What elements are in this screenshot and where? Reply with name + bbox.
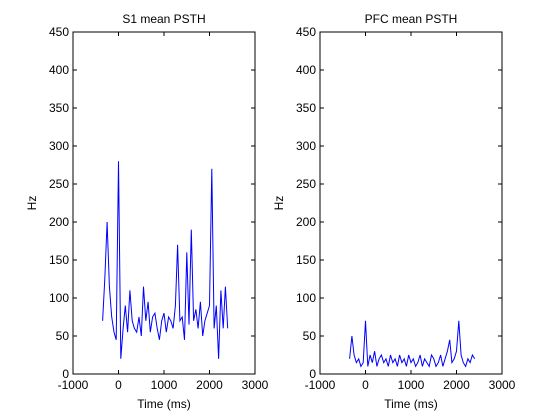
s1-x-tick-label: 2000	[196, 378, 223, 392]
pfc-y-tick-label: 100	[296, 291, 316, 305]
pfc-y-tick-label: 0	[309, 367, 316, 381]
pfc-y-tick-label: 400	[296, 63, 316, 77]
s1-psth-panel: -1000 0 1000 2000 30000501001502002503003504…	[25, 12, 269, 411]
pfc-x-tick-label: 2000	[443, 378, 470, 392]
s1-y-axis-label: Hz	[25, 196, 39, 211]
s1-psth-line	[102, 161, 229, 359]
pfc-y-tick-label: 200	[296, 215, 316, 229]
pfc-x-tick-label: 0	[362, 378, 369, 392]
pfc-y-tick-label: 350	[296, 101, 316, 115]
pfc-y-tick-label: 150	[296, 253, 316, 267]
s1-y-tick-label: 0	[62, 367, 69, 381]
s1-y-tick-label: 250	[49, 177, 69, 191]
pfc-chart-title: PFC mean PSTH	[365, 12, 458, 26]
pfc-y-tick-label: 50	[303, 329, 317, 343]
pfc-y-axis-label: Hz	[272, 196, 286, 211]
s1-x-tick-label: -1000	[58, 378, 89, 392]
s1-y-tick-label: 50	[56, 329, 70, 343]
s1-y-tick-label: 150	[49, 253, 69, 267]
s1-x-tick-label: 3000	[242, 378, 269, 392]
s1-y-tick-label: 100	[49, 291, 69, 305]
s1-y-tick-label: 350	[49, 101, 69, 115]
s1-x-tick-label: 0	[115, 378, 122, 392]
s1-y-tick-label: 450	[49, 25, 69, 39]
s1-x-axis-label: Time (ms)	[137, 397, 191, 411]
pfc-psth-line	[349, 320, 476, 368]
pfc-y-tick-label: 450	[296, 25, 316, 39]
pfc-x-tick-label: 1000	[398, 378, 425, 392]
s1-chart-title: S1 mean PSTH	[122, 12, 205, 26]
s1-y-tick-label: 200	[49, 215, 69, 229]
s1-x-tick-label: 1000	[151, 378, 178, 392]
pfc-psth-panel: -1000 0 1000 2000 30000501001502002503003504…	[272, 12, 516, 411]
pfc-y-tick-label: 250	[296, 177, 316, 191]
pfc-x-tick-label: 3000	[489, 378, 516, 392]
s1-y-tick-label: 400	[49, 63, 69, 77]
pfc-x-axis-label: Time (ms)	[384, 397, 438, 411]
pfc-y-tick-label: 300	[296, 139, 316, 153]
pfc-x-tick-label: -1000	[305, 378, 336, 392]
s1-y-tick-label: 300	[49, 139, 69, 153]
